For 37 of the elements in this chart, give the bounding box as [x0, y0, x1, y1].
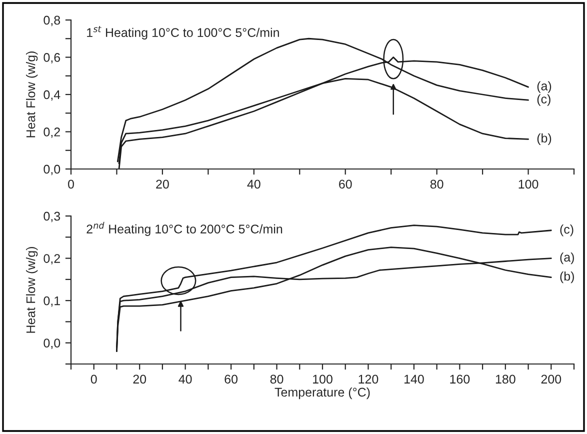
x-tick-label: 0 [90, 374, 97, 384]
y-tick-label: 0,0 [44, 164, 60, 176]
series-label: (b) [537, 133, 552, 146]
y-tick-label: 0,2 [44, 254, 60, 264]
x-tick-label: 0 [68, 180, 74, 189]
x-tick-label: 20 [156, 180, 169, 189]
x-tick-label: 80 [270, 374, 284, 384]
x-tick-label: 100 [313, 374, 332, 384]
text: 1$^{st}$ Heating 10°C to 100°C 5°C/min [87, 26, 279, 40]
y-tick-label: 0,8 [44, 16, 60, 26]
series-label: (b) [560, 271, 574, 284]
x-tick-label: 60 [339, 180, 352, 189]
y-tick-label: 0,3 [44, 212, 60, 222]
series-label: (a) [537, 81, 552, 93]
y-tick-label: 0,1 [44, 296, 60, 307]
series-label: (c) [537, 94, 550, 106]
y-tick-label: 0,0 [44, 338, 60, 349]
x-tick-label: 140 [404, 374, 424, 384]
x-tick-label: 200 [541, 374, 562, 384]
x-tick-label: 20 [133, 374, 146, 384]
x-axis-title: Temperature (°C) [274, 387, 370, 400]
y-axis-title: Heat Flow (w/g) [26, 52, 38, 138]
x-tick-label: 80 [430, 180, 444, 189]
y-tick-label: 0,2 [44, 128, 60, 138]
series-label: (a) [560, 252, 574, 264]
x-tick-label: 60 [224, 374, 238, 384]
series-label: (c) [560, 224, 574, 236]
y-tick-label: 0,6 [44, 53, 60, 64]
y-axis-title: Heat Flow (w/g) [26, 247, 38, 333]
x-tick-label: 40 [178, 374, 192, 384]
x-tick-label: 180 [496, 374, 516, 384]
y-tick-label: 0,4 [44, 90, 60, 101]
x-tick-label: 40 [247, 180, 260, 189]
x-tick-label: 100 [518, 180, 538, 189]
x-tick-label: 160 [450, 374, 470, 384]
x-tick-label: 120 [358, 374, 378, 384]
text: 2$^{nd}$ Heating 10°C to 200°C 5°C/min [86, 222, 282, 236]
